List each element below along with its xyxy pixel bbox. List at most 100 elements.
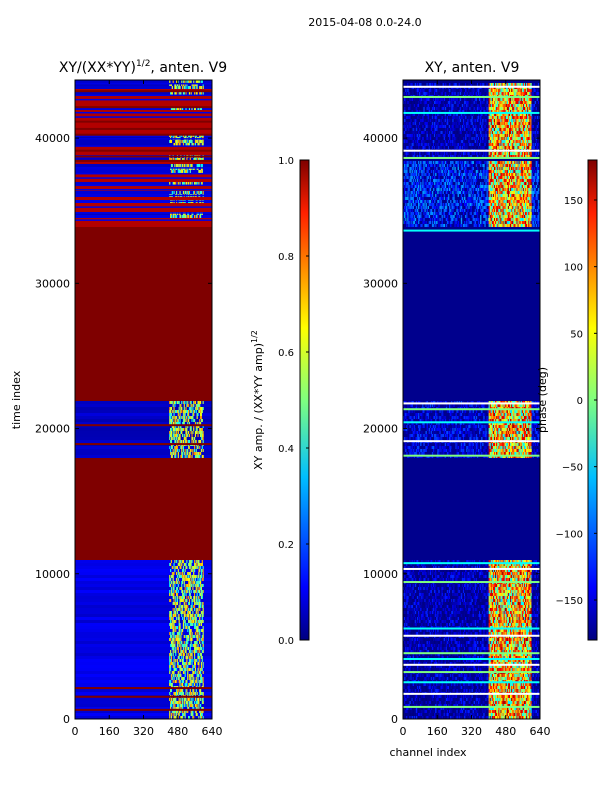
heatmap-cell bbox=[182, 140, 185, 144]
heatmap-cell bbox=[183, 653, 185, 657]
heatmap-cell bbox=[173, 434, 175, 438]
heatmap-cell bbox=[190, 431, 192, 435]
heatmap-cell bbox=[194, 569, 196, 573]
heatmap-cell bbox=[485, 134, 487, 138]
heatmap-cell bbox=[200, 422, 202, 426]
heatmap-cell bbox=[194, 668, 197, 672]
heatmap-cell bbox=[171, 683, 173, 687]
heatmap-row bbox=[75, 368, 212, 372]
heatmap-cell bbox=[170, 407, 172, 411]
heatmap-cell bbox=[189, 428, 191, 432]
heatmap-cell bbox=[182, 599, 185, 603]
heatmap-cell bbox=[169, 671, 171, 675]
heatmap-cell bbox=[202, 614, 204, 618]
heatmap-cell bbox=[465, 167, 467, 171]
heatmap-cell bbox=[413, 143, 416, 147]
heatmap-cell bbox=[192, 449, 194, 453]
heatmap-row bbox=[75, 272, 212, 276]
heatmap-cell bbox=[181, 614, 183, 618]
heatmap-cell bbox=[200, 623, 203, 627]
heatmap-cell bbox=[195, 644, 197, 648]
heatmap-cell bbox=[469, 131, 471, 135]
heatmap-cell bbox=[467, 119, 469, 123]
heatmap-cell bbox=[188, 617, 190, 621]
heatmap-cell bbox=[424, 140, 426, 144]
heatmap-cell bbox=[194, 440, 197, 444]
heatmap-cell bbox=[439, 164, 441, 168]
heatmap-cell bbox=[182, 416, 184, 420]
heatmap-cell bbox=[411, 98, 413, 102]
heatmap-cell bbox=[480, 83, 482, 87]
heatmap-cell bbox=[422, 152, 424, 156]
heatmap-row bbox=[75, 293, 212, 297]
heatmap-cell bbox=[176, 566, 179, 570]
heatmap-cell bbox=[187, 641, 189, 645]
heatmap-row bbox=[75, 446, 212, 450]
heatmap-cell bbox=[180, 407, 182, 411]
heatmap-cell bbox=[195, 158, 197, 162]
heatmap-cell bbox=[201, 593, 203, 597]
heatmap-cell bbox=[482, 143, 484, 147]
heatmap-row bbox=[75, 224, 212, 228]
heatmap-cell bbox=[180, 446, 182, 450]
heatmap-row bbox=[75, 248, 212, 252]
heatmap-cell bbox=[444, 116, 447, 120]
heatmap-cell bbox=[531, 134, 533, 138]
heatmap-cell bbox=[472, 143, 474, 147]
heatmap-cell bbox=[189, 650, 191, 654]
heatmap-cell bbox=[423, 131, 425, 135]
heatmap-cell bbox=[184, 587, 186, 591]
heatmap-cell bbox=[189, 581, 191, 585]
heatmap-cell bbox=[179, 191, 181, 195]
heatmap-row bbox=[75, 392, 212, 396]
heatmap-cell bbox=[533, 119, 535, 123]
heatmap-cell bbox=[199, 428, 201, 432]
heatmap-cell bbox=[182, 416, 185, 420]
heatmap-cell bbox=[483, 128, 485, 132]
heatmap-cell bbox=[188, 446, 190, 450]
heatmap-cell bbox=[195, 140, 197, 144]
heatmap-cell bbox=[192, 413, 194, 417]
heatmap-cell bbox=[530, 152, 532, 156]
heatmap-row bbox=[75, 671, 212, 675]
heatmap-cell bbox=[429, 137, 432, 141]
heatmap-cell bbox=[179, 86, 181, 90]
heatmap-cell bbox=[184, 170, 186, 174]
heatmap-cell bbox=[198, 404, 200, 408]
heatmap-cell bbox=[170, 587, 173, 591]
heatmap-cell bbox=[410, 161, 412, 165]
heatmap-cell bbox=[200, 428, 203, 432]
heatmap-cell bbox=[200, 587, 203, 591]
heatmap-cell bbox=[174, 107, 176, 111]
heatmap-row bbox=[75, 323, 212, 327]
heatmap-cell bbox=[442, 89, 444, 93]
heatmap-cell bbox=[187, 401, 189, 405]
heatmap-cell bbox=[183, 80, 185, 84]
heatmap-cell bbox=[442, 83, 444, 87]
heatmap-cell bbox=[201, 656, 203, 660]
heatmap-cell bbox=[421, 128, 423, 132]
heatmap-row bbox=[75, 353, 212, 357]
heatmap-cell bbox=[195, 452, 197, 456]
heatmap-cell bbox=[480, 152, 482, 156]
heatmap-cell bbox=[194, 698, 197, 702]
heatmap-cell bbox=[189, 677, 191, 681]
heatmap-cell bbox=[197, 566, 199, 570]
heatmap-cell bbox=[407, 152, 409, 156]
heatmap-cell bbox=[191, 143, 193, 147]
heatmap-row bbox=[75, 395, 212, 399]
heatmap-cell bbox=[480, 122, 482, 126]
heatmap-cell bbox=[189, 170, 191, 174]
heatmap-cell bbox=[197, 644, 199, 648]
heatmap-cell bbox=[182, 656, 185, 660]
heatmap-cell bbox=[200, 665, 203, 669]
heatmap-cell bbox=[405, 128, 407, 132]
heatmap-cell bbox=[413, 98, 416, 102]
heatmap-cell bbox=[196, 92, 198, 96]
heatmap-cell bbox=[404, 116, 406, 120]
heatmap-cell bbox=[169, 698, 171, 702]
heatmap-cell bbox=[200, 434, 203, 438]
heatmap-stripe bbox=[75, 219, 212, 221]
heatmap-cell bbox=[197, 164, 199, 168]
heatmap-cell bbox=[182, 608, 184, 612]
